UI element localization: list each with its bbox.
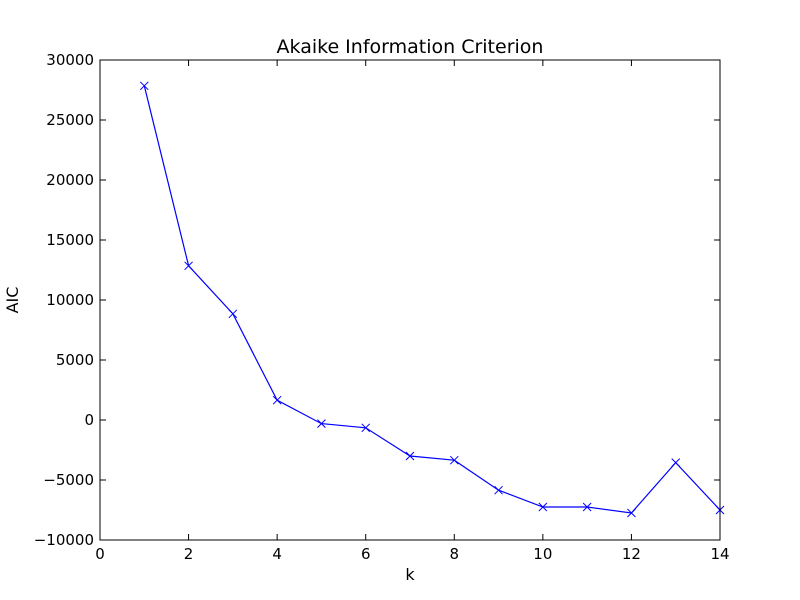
y-tick-label: 5000 (56, 351, 94, 369)
x-tick-label: 8 (450, 545, 460, 563)
x-tick-label: 10 (533, 545, 552, 563)
axis-ticks: 0 2 4 6 8 10 12 14 −10000 −5000 0 5000 10000 15000 200… (34, 51, 730, 563)
x-tick-label: 0 (95, 545, 105, 563)
x-axis-label: k (405, 565, 415, 584)
y-tick-label: 30000 (46, 51, 94, 69)
data-point-marker (405, 451, 415, 461)
y-tick-label: 20000 (46, 171, 94, 189)
chart-title: Akaike Information Criterion (277, 36, 544, 58)
y-tick-label: 15000 (46, 231, 94, 249)
x-tick-label: 14 (710, 545, 729, 563)
y-axis-label: AIC (3, 287, 22, 314)
y-tick-label: −10000 (34, 531, 94, 549)
data-point-marker (184, 261, 193, 271)
y-tick-label: −5000 (43, 471, 94, 489)
data-point-marker (272, 395, 282, 405)
y-tick-label: 25000 (46, 111, 94, 129)
y-tick-label: 10000 (46, 291, 94, 309)
x-tick-label: 12 (622, 545, 641, 563)
plot-area-frame (99, 59, 721, 541)
data-point-marker (317, 419, 326, 428)
data-point-marker (361, 423, 371, 433)
series-line (143, 85, 721, 514)
x-tick-label: 2 (184, 545, 194, 563)
data-point-marker (671, 458, 681, 467)
x-tick-label: 4 (272, 545, 282, 563)
data-point-marker (228, 309, 238, 319)
y-tick-label: 0 (84, 411, 94, 429)
data-point-marker (582, 502, 592, 512)
data-series (139, 81, 725, 518)
data-point-marker (494, 485, 503, 495)
data-point-marker (627, 508, 636, 518)
data-point-marker (139, 81, 149, 91)
data-point-marker (538, 502, 548, 512)
x-tick-label: 6 (361, 545, 371, 563)
data-point-marker (449, 455, 459, 465)
